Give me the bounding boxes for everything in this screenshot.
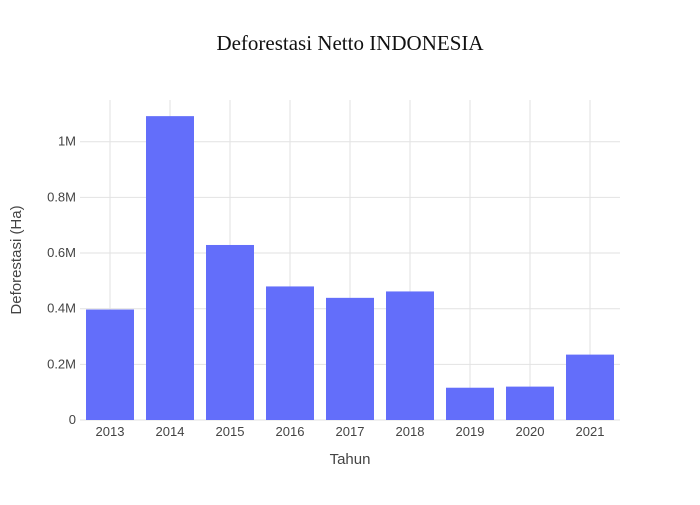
bar-2014[interactable] xyxy=(146,116,194,420)
x-tick-label: 2017 xyxy=(336,424,365,439)
bar-2021[interactable] xyxy=(566,354,614,420)
bar-2013[interactable] xyxy=(86,309,134,420)
x-tick-label: 2021 xyxy=(576,424,605,439)
bar-2019[interactable] xyxy=(446,387,494,420)
x-axis-title: Tahun xyxy=(330,451,371,468)
y-tick-label: 0.4M xyxy=(47,301,76,316)
y-tick-label: 0 xyxy=(69,412,76,427)
x-tick-label: 2016 xyxy=(276,424,305,439)
x-tick-label: 2018 xyxy=(396,424,425,439)
y-tick-label: 0.6M xyxy=(47,245,76,260)
x-tick-label: 2019 xyxy=(456,424,485,439)
x-tick-label: 2013 xyxy=(96,424,125,439)
y-axis-ticks: 0 0.2M 0.4M 0.6M 0.8M 1M xyxy=(47,134,76,427)
y-tick-label: 0.8M xyxy=(47,189,76,204)
x-tick-label: 2015 xyxy=(216,424,245,439)
bar-2015[interactable] xyxy=(206,244,254,420)
y-tick-label: 1M xyxy=(58,134,76,149)
chart-title: Deforestasi Netto INDONESIA xyxy=(216,31,484,55)
x-tick-label: 2014 xyxy=(156,424,185,439)
bar-2018[interactable] xyxy=(386,291,434,420)
y-tick-label: 0.2M xyxy=(47,356,76,371)
x-tick-label: 2020 xyxy=(516,424,545,439)
bar-2016[interactable] xyxy=(266,286,314,420)
bars xyxy=(86,116,614,420)
bar-2020[interactable] xyxy=(506,386,554,420)
bar-2017[interactable] xyxy=(326,297,374,420)
y-axis-title: Deforestasi (Ha) xyxy=(8,205,25,314)
x-axis-ticks: 2013 2014 2015 2016 2017 2018 2019 2020 2021 xyxy=(96,424,605,439)
